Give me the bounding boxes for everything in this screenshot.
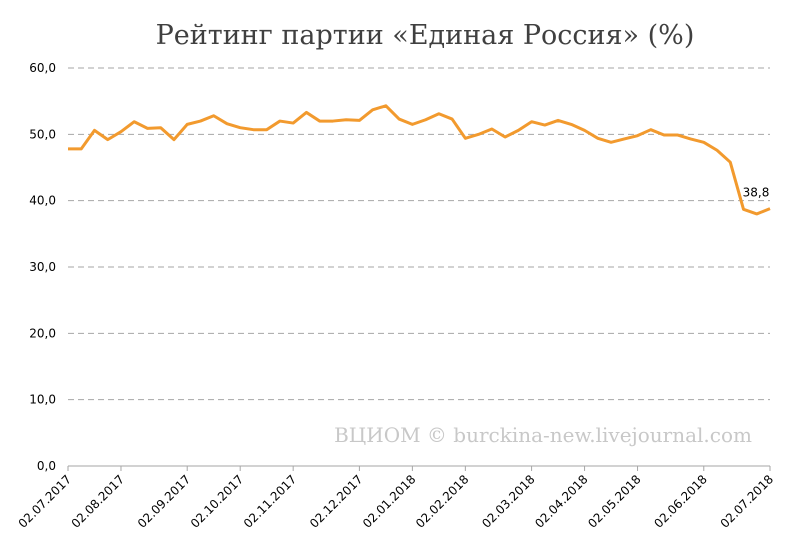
x-tick-label: 02.07.2017 <box>16 472 74 530</box>
x-tick-label: 02.05.2018 <box>585 472 643 530</box>
x-tick-label: 02.01.2018 <box>360 472 418 530</box>
y-tick-label: 30,0 <box>29 260 56 274</box>
x-tick-label: 02.07.2018 <box>718 472 776 530</box>
watermark: ВЦИОМ © burckina-new.livejournal.com <box>334 423 752 447</box>
line <box>68 104 771 216</box>
chart-title: Рейтинг партии «Единая Россия» (%) <box>156 20 695 51</box>
x-tick-label: 02.10.2017 <box>188 472 246 530</box>
x-tick-label: 02.11.2017 <box>241 472 299 530</box>
x-tick-label: 02.04.2018 <box>532 472 590 530</box>
y-tick-label: 0,0 <box>37 459 56 473</box>
y-tick-label: 40,0 <box>29 194 56 208</box>
y-tick-label: 60,0 <box>29 61 56 75</box>
y-tick-label: 20,0 <box>29 326 56 340</box>
y-tick-label: 50,0 <box>29 127 56 141</box>
x-tick-label: 02.02.2018 <box>413 472 471 530</box>
x-tick-label: 02.12.2017 <box>307 472 365 530</box>
x-tick-label: 02.06.2018 <box>651 472 709 530</box>
data-label: 38,8 <box>743 186 770 200</box>
y-tick-label: 10,0 <box>29 393 56 407</box>
x-tick-label: 02.09.2017 <box>135 472 193 530</box>
x-tick-label: 02.03.2018 <box>479 472 537 530</box>
x-tick-label: 02.08.2017 <box>69 472 127 530</box>
